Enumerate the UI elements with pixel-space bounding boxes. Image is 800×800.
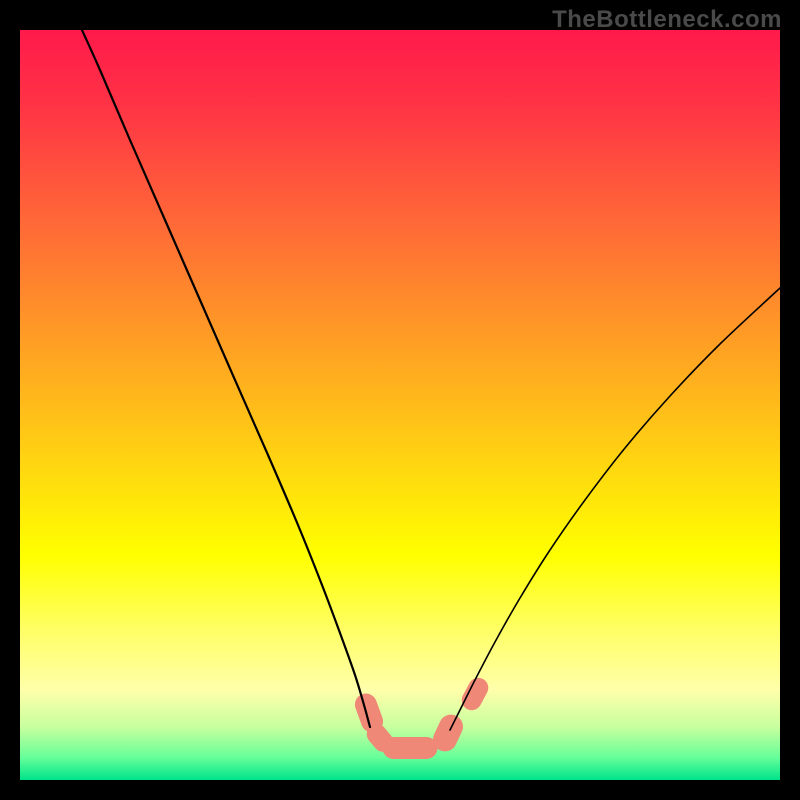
balance-marker-2 — [383, 737, 438, 759]
right-curve — [450, 288, 780, 730]
bottleneck-curves — [20, 30, 780, 780]
left-curve — [82, 30, 370, 727]
source-watermark: TheBottleneck.com — [552, 6, 782, 34]
plot-area — [20, 30, 780, 780]
